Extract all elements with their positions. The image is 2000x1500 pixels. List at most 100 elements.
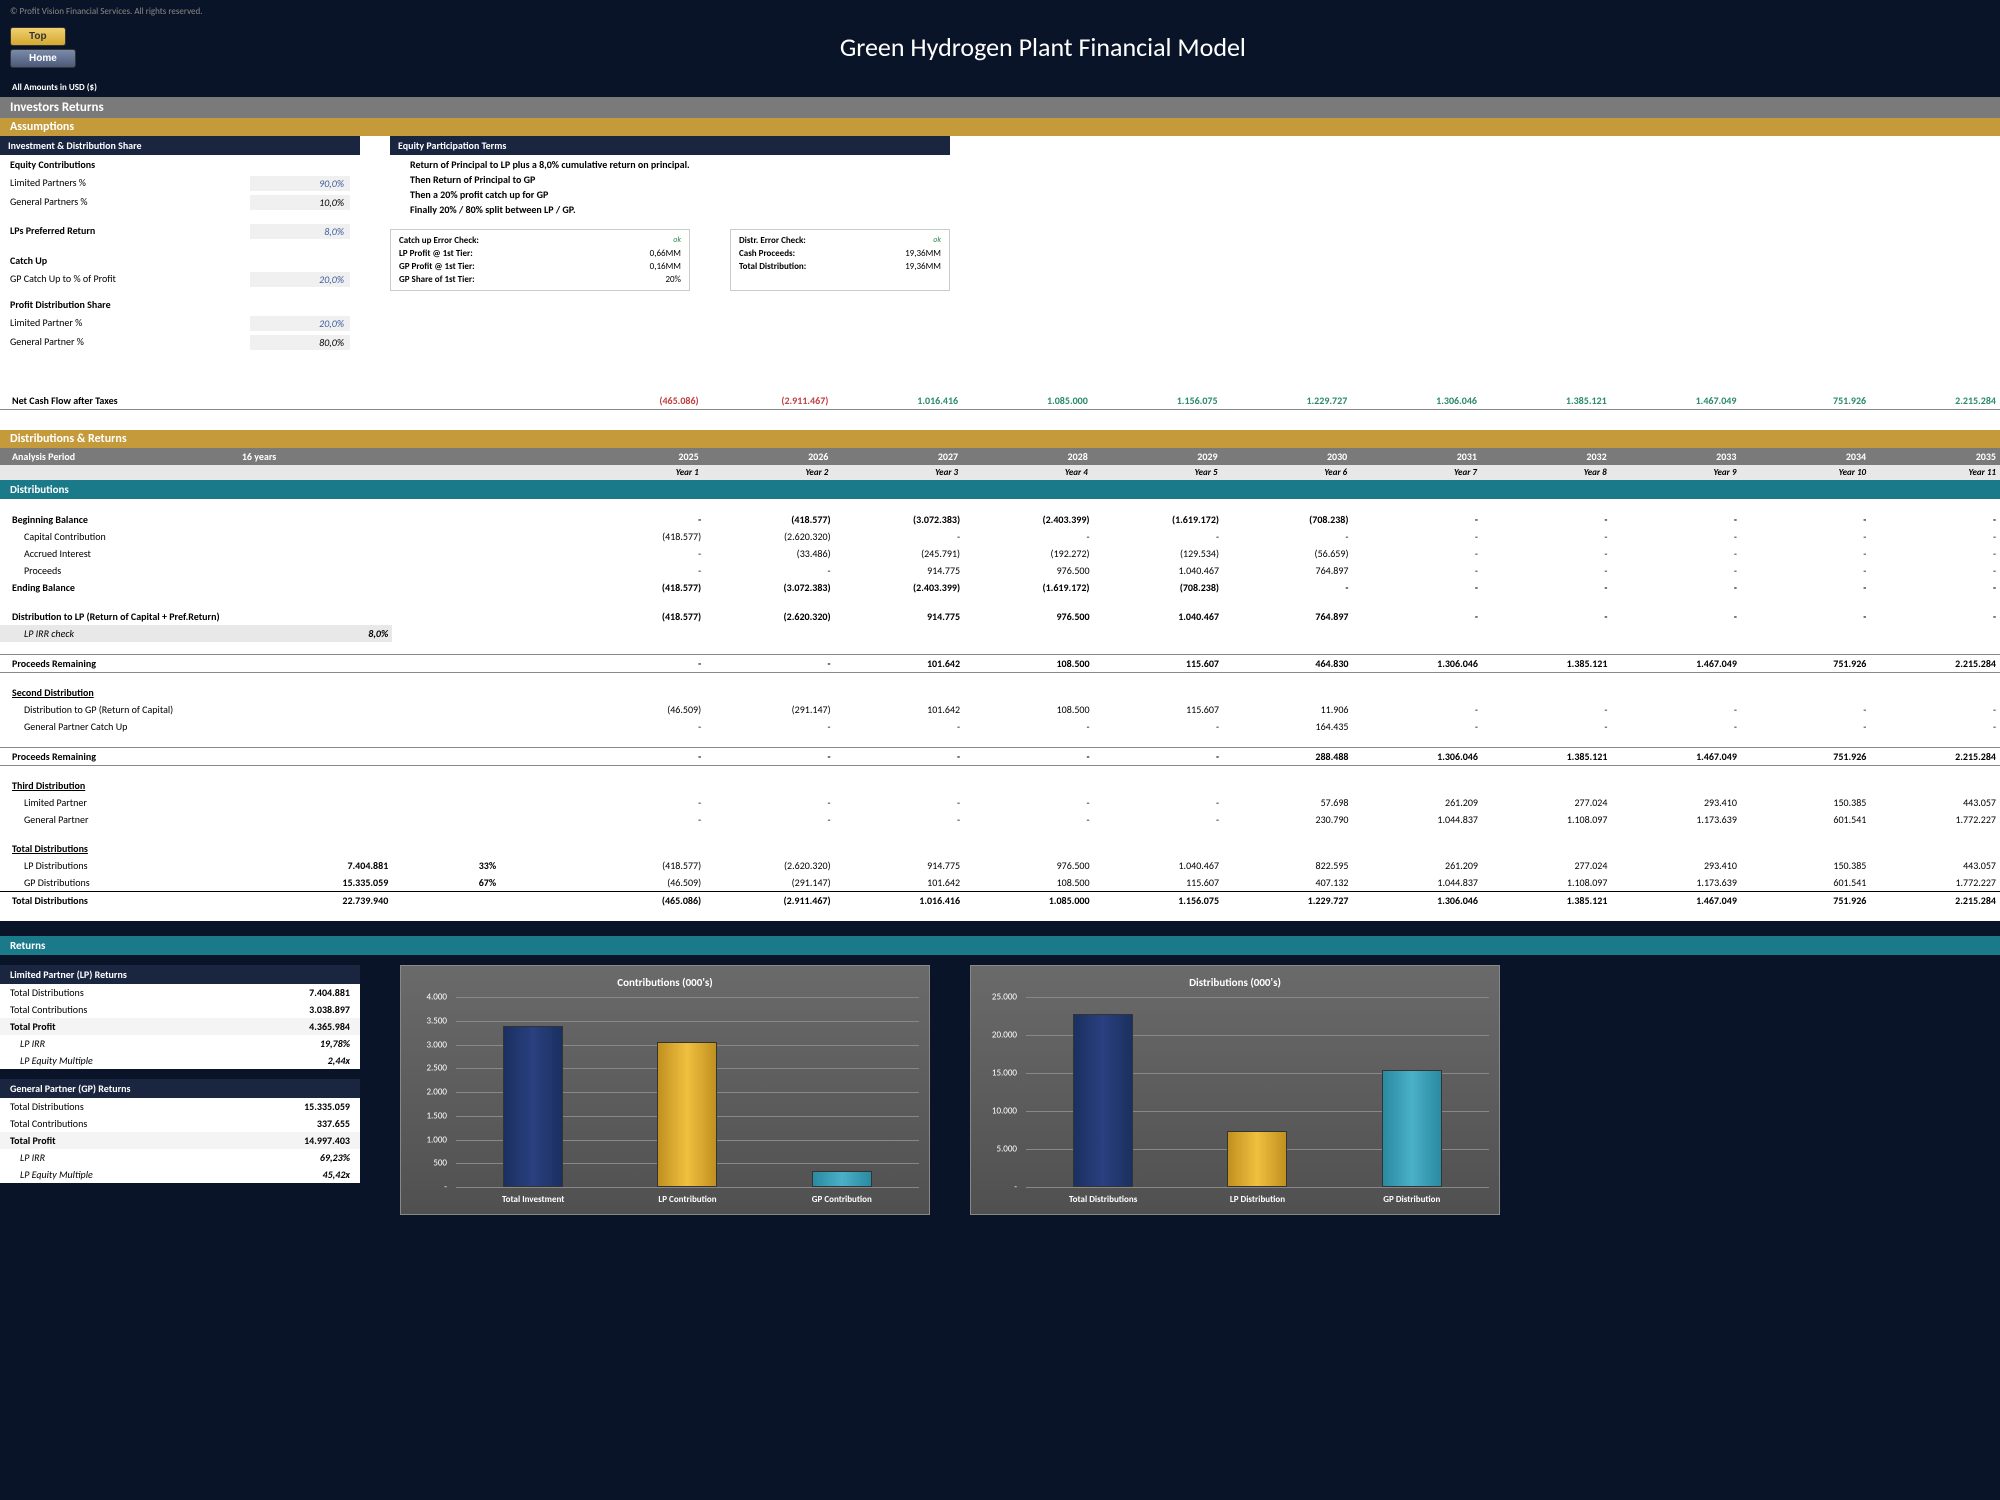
beg_bal-3: (2.403.399) bbox=[964, 511, 1093, 528]
cap_contrib-7: - bbox=[1482, 528, 1611, 545]
gp_catchup_row_label: General Partner Catch Up bbox=[0, 718, 241, 735]
dist_lp-10: - bbox=[1870, 608, 2000, 625]
beg_bal-5: (708.238) bbox=[1223, 511, 1352, 528]
check2-r2v: 19,36MM bbox=[905, 261, 941, 272]
proceeds-8: - bbox=[1611, 562, 1740, 579]
third_lp-5: 57.698 bbox=[1223, 794, 1352, 811]
dist_gp_label: Distribution to GP (Return of Capital) bbox=[0, 701, 241, 718]
dist_gp-2: 101.642 bbox=[835, 701, 964, 718]
check1-head: Catch up Error Check: bbox=[399, 235, 479, 246]
proc_rem2-1: - bbox=[705, 747, 834, 765]
cap_contrib-3: - bbox=[964, 528, 1093, 545]
term-1: Return of Principal to LP plus a 8,0% cu… bbox=[410, 157, 1980, 172]
dist_lp-7: - bbox=[1482, 608, 1611, 625]
lp-td-l: Total Distributions bbox=[10, 986, 84, 999]
proc_rem2-3: - bbox=[964, 747, 1093, 765]
returns-header: Returns bbox=[0, 936, 2000, 955]
year-5: 2030 bbox=[1222, 448, 1352, 465]
proceeds_label: Proceeds bbox=[0, 562, 241, 579]
ncf-y10: 2.215.284 bbox=[1870, 392, 2000, 410]
dist_lp-4: 1.040.467 bbox=[1094, 608, 1223, 625]
proc_rem2-6: 1.306.046 bbox=[1352, 747, 1481, 765]
year-label-4: Year 5 bbox=[1092, 465, 1222, 480]
gp_dist-7: 1.108.097 bbox=[1482, 874, 1611, 892]
top-button[interactable]: Top bbox=[10, 27, 66, 46]
proceeds-9: - bbox=[1741, 562, 1870, 579]
proc_rem1-0: - bbox=[576, 654, 705, 672]
lp_dist-6: 261.209 bbox=[1352, 857, 1481, 874]
year-2: 2027 bbox=[832, 448, 962, 465]
year-label-2: Year 3 bbox=[832, 465, 962, 480]
bar-teal: GP Distribution bbox=[1382, 1070, 1442, 1187]
bar-label: GP Contribution bbox=[812, 1194, 872, 1205]
dist_lp-3: 976.500 bbox=[964, 608, 1093, 625]
contributions-chart: Contributions (000's) 4.0003.5003.0002.5… bbox=[400, 965, 930, 1215]
third_lp-9: 150.385 bbox=[1741, 794, 1870, 811]
gp-td-v: 15.335.059 bbox=[304, 1100, 350, 1113]
year-label-6: Year 7 bbox=[1351, 465, 1481, 480]
lp_dist-8: 293.410 bbox=[1611, 857, 1740, 874]
gp-tc-l: Total Contributions bbox=[10, 1117, 87, 1130]
beg_bal-7: - bbox=[1482, 511, 1611, 528]
ncf-y6: 1.306.046 bbox=[1351, 392, 1481, 410]
beg_bal-0: - bbox=[576, 511, 705, 528]
check1-r2v: 0,16MM bbox=[650, 261, 681, 272]
proceeds-4: 1.040.467 bbox=[1094, 562, 1223, 579]
cap_contrib-4: - bbox=[1094, 528, 1223, 545]
gp-em-l: LP Equity Multiple bbox=[10, 1168, 93, 1181]
dist_gp-5: 11.906 bbox=[1223, 701, 1352, 718]
year-9: 2034 bbox=[1740, 448, 1870, 465]
ncf-y4: 1.156.075 bbox=[1092, 392, 1222, 410]
gp_catchup_row-3: - bbox=[964, 718, 1093, 735]
year-label-7: Year 8 bbox=[1481, 465, 1611, 480]
gp_catchup_row-5: 164.435 bbox=[1223, 718, 1352, 735]
proc_rem2-5: 288.488 bbox=[1223, 747, 1352, 765]
term-3: Then a 20% profit catch up for GP bbox=[410, 187, 1980, 202]
lp-pct-label: Limited Partners % bbox=[10, 176, 86, 191]
lp-pref-val[interactable]: 8,0% bbox=[250, 224, 350, 239]
lp-share-label: Limited Partner % bbox=[10, 316, 82, 331]
gp_dist-9: 601.541 bbox=[1741, 874, 1870, 892]
grand_total_row-7: 1.385.121 bbox=[1482, 892, 1611, 910]
ncf-y9: 751.926 bbox=[1740, 392, 1870, 410]
year-label-8: Year 9 bbox=[1611, 465, 1741, 480]
investors-returns-header: Investors Returns bbox=[0, 97, 2000, 118]
proceeds-1: - bbox=[705, 562, 834, 579]
lp-em-l: LP Equity Multiple bbox=[10, 1054, 93, 1067]
grand_total_row-9: 751.926 bbox=[1741, 892, 1870, 910]
grand_total_row-5: 1.229.727 bbox=[1223, 892, 1352, 910]
lp-tc-l: Total Contributions bbox=[10, 1003, 87, 1016]
third_gp-4: - bbox=[1094, 811, 1223, 828]
third_gp-0: - bbox=[576, 811, 705, 828]
dist_lp-2: 914.775 bbox=[835, 608, 964, 625]
check1-r1v: 0,66MM bbox=[650, 248, 681, 259]
gp_catchup_row-10: - bbox=[1870, 718, 2000, 735]
bar-gold: LP Contribution bbox=[657, 1042, 717, 1187]
second_dist_label: Second Distribution bbox=[0, 684, 241, 701]
analysis-period-val: 16 years bbox=[238, 448, 389, 465]
gp-returns-head: General Partner (GP) Returns bbox=[0, 1079, 360, 1098]
lp-pct-val[interactable]: 90,0% bbox=[250, 176, 350, 191]
lp-share-val[interactable]: 20,0% bbox=[250, 316, 350, 331]
grand_total_row-6: 1.306.046 bbox=[1352, 892, 1481, 910]
home-button[interactable]: Home bbox=[10, 49, 76, 68]
year-6: 2031 bbox=[1351, 448, 1481, 465]
gp-catchup-val[interactable]: 20,0% bbox=[250, 272, 350, 287]
dist_lp-5: 764.897 bbox=[1223, 608, 1352, 625]
year-4: 2029 bbox=[1092, 448, 1222, 465]
ytick: 1.500 bbox=[426, 1110, 447, 1121]
beg_bal-10: - bbox=[1870, 511, 2000, 528]
third_gp-10: 1.772.227 bbox=[1870, 811, 2000, 828]
distributions-header: Distributions bbox=[0, 480, 2000, 499]
gp_dist-1: (291.147) bbox=[705, 874, 834, 892]
dist_lp_label: Distribution to LP (Return of Capital + … bbox=[0, 608, 241, 625]
tot_dist_label: Total Distributions bbox=[0, 840, 241, 857]
gp-em-v: 45,42x bbox=[323, 1168, 350, 1181]
beg_bal-1: (418.577) bbox=[705, 511, 834, 528]
bar-navy: Total Investment bbox=[503, 1026, 563, 1188]
grand_total_row-10: 2.215.284 bbox=[1870, 892, 2000, 910]
ytick: 5.000 bbox=[996, 1144, 1017, 1155]
accrued-8: - bbox=[1611, 545, 1740, 562]
gp-pct-label: General Partners % bbox=[10, 195, 88, 210]
third_gp-6: 1.044.837 bbox=[1352, 811, 1481, 828]
